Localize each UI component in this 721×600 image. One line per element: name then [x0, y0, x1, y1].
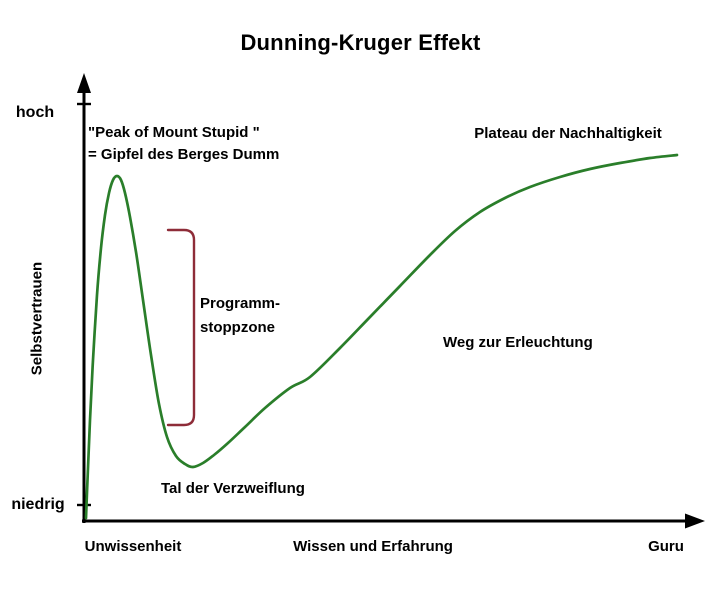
annotation-programmstoppzone-line2: stoppzone	[200, 319, 275, 336]
x-axis-label-unwissenheit: Unwissenheit	[84, 538, 182, 555]
annotation-programmstoppzone-line1: Programm-	[200, 295, 281, 312]
x-axis-arrow-icon	[685, 513, 705, 529]
annotation-peak-line2: = Gipfel des Berges Dumm	[88, 146, 280, 163]
confidence-curve	[84, 153, 679, 520]
x-axis-label-guru: Guru	[648, 538, 684, 555]
y-axis-arrow-icon	[77, 73, 91, 93]
annotation-peak-of-mount-stupid: "Peak of Mount Stupid " = Gipfel des Ber…	[88, 122, 279, 166]
annotation-tal-der-verzweiflung: Tal der Verzweiflung	[161, 480, 305, 497]
annotation-plateau: Plateau der Nachhaltigkeit	[474, 125, 662, 142]
y-axis-label: Selbstvertrauen	[28, 261, 46, 376]
y-tick-label-niedrig: niedrig	[11, 496, 65, 513]
annotation-peak-line1: "Peak of Mount Stupid "	[88, 124, 260, 141]
x-axis-label-wissen-und-erfahrung: Wissen und Erfahrung	[293, 538, 453, 555]
annotation-programmstoppzone: Programm- stoppzone	[200, 292, 280, 340]
y-tick-label-hoch: hoch	[15, 104, 55, 121]
programmstoppzone-bracket	[166, 228, 196, 427]
annotation-weg-zur-erleuchtung: Weg zur Erleuchtung	[443, 334, 593, 351]
chart-title: Dunning-Kruger Effekt	[240, 30, 481, 55]
